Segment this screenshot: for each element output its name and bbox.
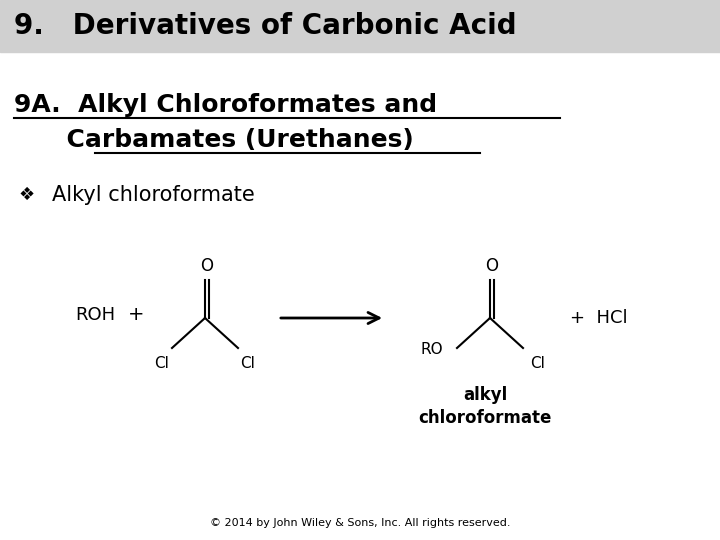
Text: RO: RO	[420, 342, 443, 357]
Text: +  HCl: + HCl	[570, 309, 628, 327]
Text: Cl: Cl	[155, 356, 169, 371]
Text: Carbamates (Urethanes): Carbamates (Urethanes)	[14, 128, 414, 152]
Text: O: O	[200, 257, 214, 275]
Bar	[0, 0, 720, 52]
Text: Cl: Cl	[240, 356, 256, 371]
Text: 9A.  Alkyl Chloroformates and: 9A. Alkyl Chloroformates and	[14, 93, 437, 117]
Text: 9.   Derivatives of Carbonic Acid: 9. Derivatives of Carbonic Acid	[14, 12, 517, 40]
Text: Alkyl chloroformate: Alkyl chloroformate	[52, 185, 255, 205]
Text: alkyl: alkyl	[463, 386, 507, 404]
Text: ROH: ROH	[75, 306, 115, 324]
Text: chloroformate: chloroformate	[418, 409, 552, 427]
Text: Cl: Cl	[530, 356, 545, 371]
Text: ❖: ❖	[18, 186, 34, 204]
Text: O: O	[485, 257, 498, 275]
Text: +: +	[128, 306, 145, 325]
Text: © 2014 by John Wiley & Sons, Inc. All rights reserved.: © 2014 by John Wiley & Sons, Inc. All ri…	[210, 518, 510, 528]
